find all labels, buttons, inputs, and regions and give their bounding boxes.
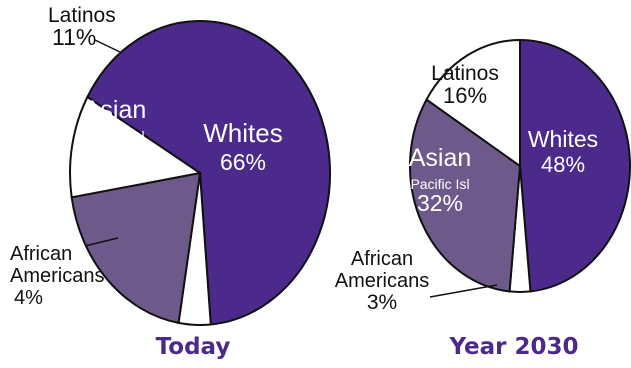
caption-today: Today [155,334,231,360]
slice-label-whites: Whites [203,118,282,148]
slice-percent-latinos: 11% [52,24,96,50]
leader-line-african-americans [429,284,498,298]
slice-sublabel-asian: Pacific Isl [410,176,469,192]
slice-label-whites: Whites [528,126,598,152]
pie-slice-whites [86,20,331,326]
pie-slice-latinos [425,38,521,168]
slice-label-african-americans: Americans [335,270,429,292]
slice-percent-whites: 66% [220,149,266,175]
slice-label-asian: Asian [84,96,147,124]
slice-percent-whites: 48% [541,152,585,177]
caption-year-2030: Year 2030 [449,334,579,360]
slice-label-latinos: Latinos [48,4,116,27]
slice-percent-african-americans: 4% [14,287,43,309]
slice-percent-asian: 32% [417,190,463,216]
pie-slice-whites [519,38,631,293]
slice-label-african-americans: Americans [10,265,104,287]
pie-slice-asian [70,171,202,325]
slice-label-african-americans: African [10,243,72,265]
slice-percent-latinos: 16% [443,83,487,108]
leader-line-latinos [94,39,121,53]
pie-slice-latinos [69,95,203,199]
slice-label-asian: Asian [409,144,472,172]
slice-label-african-americans: African [351,248,413,270]
leader-line-african-americans [84,237,119,247]
slice-percent-asian: 20% [92,142,138,168]
slice-percent-african-americans: 3% [367,291,397,314]
slice-sublabel-asian: Pacific Isl [85,128,144,144]
slice-label-latinos: Latinos [431,62,499,85]
